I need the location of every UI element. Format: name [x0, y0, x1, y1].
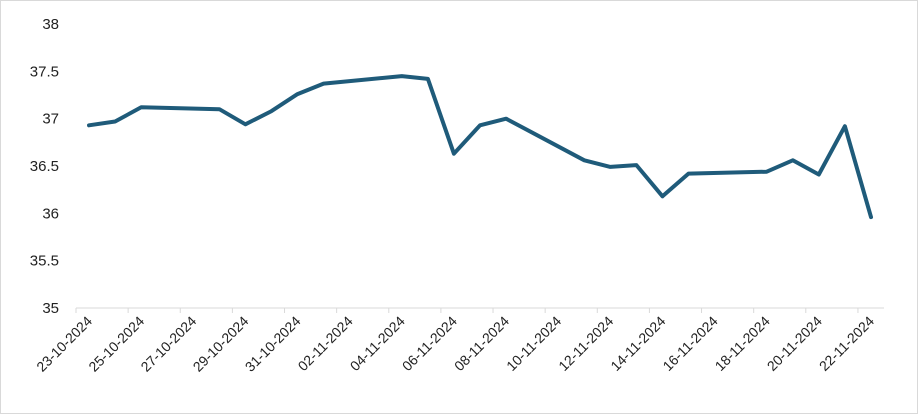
- x-tick-label: 10-11-2024: [503, 313, 564, 374]
- series-line: [87, 74, 873, 220]
- x-tick-label: 02-11-2024: [295, 313, 356, 374]
- data-point: [870, 216, 872, 219]
- y-tick-label: 36.5: [30, 158, 59, 175]
- x-tick-label: 06-11-2024: [399, 313, 460, 374]
- y-axis-tick-labels: 35 35.5 36 36.5 37 37.5 38: [30, 16, 59, 317]
- data-point: [661, 195, 664, 198]
- data-point: [400, 75, 403, 78]
- data-point: [270, 110, 273, 113]
- data-point: [583, 159, 586, 162]
- data-point: [791, 159, 794, 162]
- y-tick-label: 37: [42, 111, 59, 128]
- data-point: [843, 125, 846, 128]
- data-point: [88, 124, 90, 127]
- x-tick-label: 31-10-2024: [242, 313, 304, 375]
- series-group: [87, 74, 873, 220]
- data-point: [635, 164, 638, 167]
- data-point: [296, 93, 299, 96]
- x-tick-label: 22-11-2024: [816, 313, 877, 374]
- data-point: [114, 120, 117, 123]
- x-axis-ticks: [75, 308, 859, 313]
- data-point: [817, 173, 820, 176]
- data-point: [609, 165, 612, 168]
- data-point: [479, 124, 481, 127]
- y-tick-label: 35.5: [30, 253, 59, 270]
- data-point: [505, 117, 508, 120]
- y-tick-label: 36: [42, 205, 59, 222]
- data-point: [687, 172, 690, 175]
- data-point: [244, 123, 247, 126]
- y-tick-label: 37.5: [30, 63, 59, 80]
- data-point: [426, 77, 429, 80]
- x-tick-label: 12-11-2024: [555, 313, 616, 374]
- data-point: [452, 152, 455, 155]
- x-tick-label: 18-11-2024: [712, 313, 773, 374]
- data-point: [140, 106, 143, 109]
- x-tick-label: 16-11-2024: [659, 313, 720, 374]
- x-tick-label: 20-11-2024: [764, 313, 825, 374]
- data-point: [765, 170, 768, 173]
- data-point: [322, 82, 325, 85]
- x-tick-label: 08-11-2024: [451, 313, 512, 374]
- y-tick-label: 38: [42, 16, 59, 33]
- data-point: [218, 108, 221, 111]
- x-axis-tick-labels: 23-10-202425-10-202427-10-202429-10-2024…: [33, 313, 877, 375]
- y-tick-label: 35: [42, 300, 59, 317]
- x-tick-label: 04-11-2024: [347, 313, 408, 374]
- x-tick-label: 14-11-2024: [607, 313, 668, 374]
